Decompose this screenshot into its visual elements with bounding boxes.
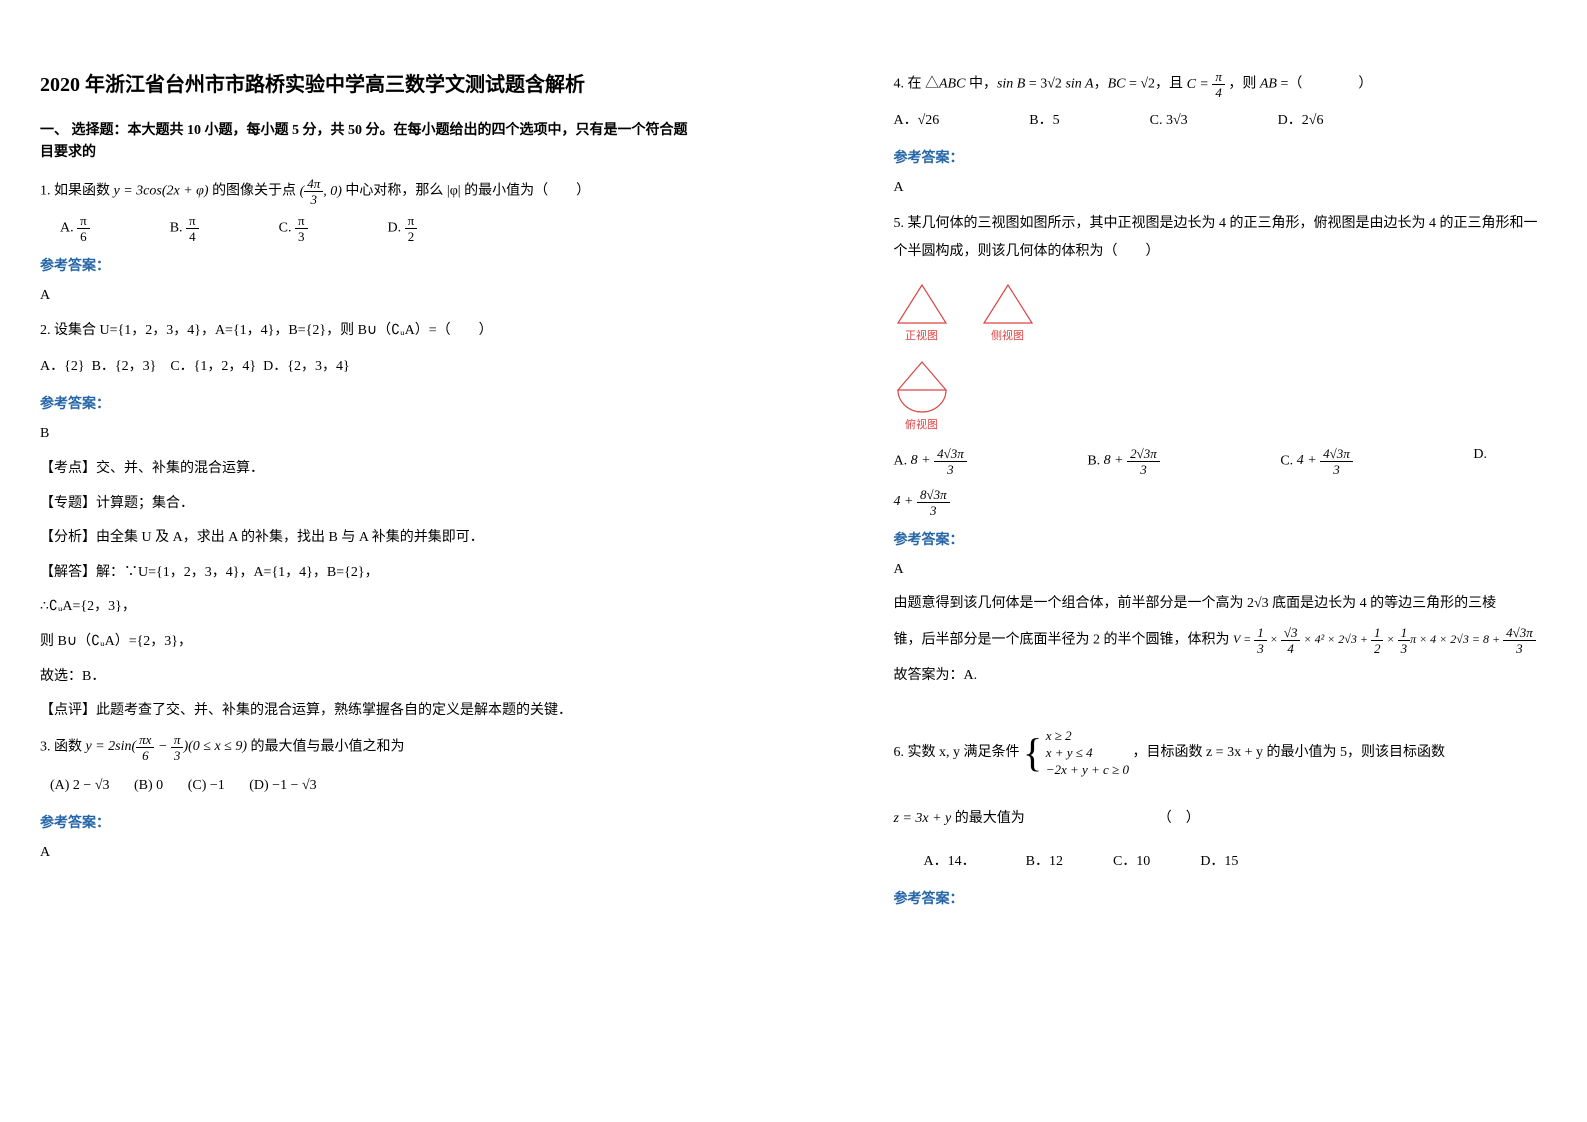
question-5: 5. 某几何体的三视图如图所示，其中正视图是边长为 4 的正三角形，俯视图是由边… <box>894 210 1548 266</box>
q1-suffix: 中心对称，那么 |φ| 的最小值为（ ） <box>345 184 590 199</box>
q4-c: C = π4 <box>1187 77 1225 92</box>
q5-option-b: B. 8 + 2√3π3 <box>1087 447 1159 476</box>
q3-answer: A <box>40 840 694 867</box>
q5-answer: A <box>894 557 1548 584</box>
q2-kaodian: 【考点】交、并、补集的混合运算． <box>40 456 694 483</box>
q6-suffix: z = 3x + y 的最大值为 （ ） <box>894 805 1548 833</box>
q4-prefix: 4. 在 △ABC 中，sin B = 3√2 sin A，BC = √2，且 <box>894 77 1187 92</box>
q2-jieda3: 则 B∪（∁ᵤA）={2，3}， <box>40 629 694 656</box>
q5-explain1: 由题意得到该几何体是一个组合体，前半部分是一个高为 2√3 底面是边长为 4 的… <box>894 591 1548 618</box>
answer-label-2: 参考答案： <box>40 393 694 413</box>
q6-options: A．14． B．12 C．10 D．15 <box>924 848 1548 876</box>
q5-option-d-value: 4 + 8√3π3 <box>894 488 1548 517</box>
q6-option-c: C．10 <box>1113 848 1150 876</box>
q3-option-b: (B) 0 <box>134 778 163 793</box>
front-view: 正视图 <box>894 281 950 343</box>
q5-option-d: D. <box>1473 447 1487 476</box>
q2-answer: B <box>40 421 694 448</box>
q4-answer: A <box>894 175 1548 202</box>
q2-option-a: A．{2} <box>40 359 85 374</box>
answer-label-6: 参考答案： <box>894 888 1548 908</box>
question-4: 4. 在 △ABC 中，sin B = 3√2 sin A，BC = √2，且 … <box>894 70 1548 99</box>
q4-option-a: A．√26 <box>894 107 940 135</box>
q1-point: (4π3, 0) <box>300 184 342 199</box>
q1-func: y = 3cos(2x + φ) <box>114 184 209 199</box>
answer-label-4: 参考答案： <box>894 147 1548 167</box>
triangle-icon <box>894 281 950 327</box>
three-views: 正视图 侧视图 <box>894 281 1548 343</box>
q2-zhuanti: 【专题】计算题；集合． <box>40 491 694 518</box>
q2-option-b: B．{2，3} <box>92 359 157 374</box>
triangle-icon <box>980 281 1036 327</box>
answer-label-3: 参考答案： <box>40 812 694 832</box>
q6-option-b: B．12 <box>1026 848 1063 876</box>
q1-option-b: B. π4 <box>170 214 199 243</box>
q1-option-d: D. π2 <box>388 214 418 243</box>
q3-suffix: 的最大值与最小值之和为 <box>251 739 405 754</box>
q2-option-c: C．{1，2，4} <box>170 359 256 374</box>
side-view: 侧视图 <box>980 281 1036 343</box>
q5-option-c: C. 4 + 4√3π3 <box>1280 447 1352 476</box>
q3-option-a: (A) 2 − √3 <box>50 778 110 793</box>
q2-options: A．{2} B．{2，3} C．{1，2，4} D．{2，3，4} <box>40 353 694 381</box>
q5-explain2: 锥，后半部分是一个底面半径为 2 的半个圆锥，体积为 V = 13 × √34 … <box>894 626 1548 655</box>
q4-option-d: D．2√6 <box>1278 107 1324 135</box>
q6-mid: ，目标函数 z = 3x + y 的最小值为 5，则该目标函数 <box>1132 746 1445 761</box>
question-6: 6. 实数 x, y 满足条件 { x ≥ 2 x + y ≤ 4 −2x + … <box>894 709 1548 797</box>
q5-option-a: A. 8 + 4√3π3 <box>894 447 967 476</box>
question-2: 2. 设集合 U={1，2，3，4}，A={1，4}，B={2}，则 B∪（∁ᵤ… <box>40 317 694 345</box>
q6-option-d: D．15 <box>1200 848 1238 876</box>
q5-explain3: 故答案为：A. <box>894 663 1548 690</box>
q3-options: (A) 2 − √3 (B) 0 (C) −1 (D) −1 − √3 <box>50 772 694 800</box>
q5-formula: V = 13 × √34 × 4² × 2√3 + 12 × 13π × 4 ×… <box>1233 632 1536 646</box>
q2-dianping: 【点评】此题考查了交、并、补集的混合运算，熟练掌握各自的定义是解本题的关键． <box>40 698 694 725</box>
answer-label-5: 参考答案： <box>894 529 1548 549</box>
triangle-semicircle-icon <box>894 358 950 416</box>
q2-jieda1: 【解答】解：∵U={1，2，3，4}，A={1，4}，B={2}， <box>40 560 694 587</box>
q4-option-b: B．5 <box>1029 107 1059 135</box>
q1-option-a: A. π6 <box>60 214 90 243</box>
section-header: 一、 选择题：本大题共 10 小题，每小题 5 分，共 50 分。在每小题给出的… <box>40 120 694 165</box>
exam-title: 2020 年浙江省台州市市路桥实验中学高三数学文测试题含解析 <box>40 70 694 100</box>
q4-suffix: ，则 AB =（ ） <box>1228 77 1372 92</box>
q3-prefix: 3. 函数 <box>40 739 86 754</box>
q1-mid: 的图像关于点 <box>212 184 300 199</box>
question-3: 3. 函数 y = 2sin(πx6 − π3)(0 ≤ x ≤ 9) 的最大值… <box>40 733 694 762</box>
front-view-label: 正视图 <box>894 327 950 343</box>
top-view: 俯视图 <box>894 358 950 432</box>
q1-option-c: C. π3 <box>279 214 308 243</box>
q5-options: A. 8 + 4√3π3 B. 8 + 2√3π3 C. 4 + 4√3π3 D… <box>894 447 1548 476</box>
q3-func: y = 2sin(πx6 − π3)(0 ≤ x ≤ 9) <box>86 739 248 754</box>
q3-option-c: (C) −1 <box>188 778 225 793</box>
question-1: 1. 如果函数 y = 3cos(2x + φ) 的图像关于点 (4π3, 0)… <box>40 177 694 206</box>
q6-prefix: 6. 实数 x, y 满足条件 <box>894 746 1024 761</box>
q1-answer: A <box>40 283 694 310</box>
q3-option-d: (D) −1 − √3 <box>249 778 316 793</box>
q6-option-a: A．14． <box>924 848 976 876</box>
q4-option-c: C. 3√3 <box>1150 107 1188 135</box>
q1-options: A. π6 B. π4 C. π3 D. π2 <box>60 214 694 243</box>
left-column: 2020 年浙江省台州市市路桥实验中学高三数学文测试题含解析 一、 选择题：本大… <box>0 0 794 1122</box>
side-view-label: 侧视图 <box>980 327 1036 343</box>
q2-jieda4: 故选：B． <box>40 664 694 691</box>
answer-label-1: 参考答案： <box>40 255 694 275</box>
q2-fenxi: 【分析】由全集 U 及 A，求出 A 的补集，找出 B 与 A 补集的并集即可． <box>40 525 694 552</box>
q2-option-d: D．{2，3，4} <box>263 359 350 374</box>
top-view-label: 俯视图 <box>894 416 950 432</box>
q2-jieda2: ∴∁ᵤA={2，3}， <box>40 594 694 621</box>
q6-conditions: { x ≥ 2 x + y ≤ 4 −2x + y + c ≥ 0 <box>1023 709 1129 797</box>
right-column: 4. 在 △ABC 中，sin B = 3√2 sin A，BC = √2，且 … <box>794 0 1587 1122</box>
q1-prefix: 1. 如果函数 <box>40 184 114 199</box>
q4-options: A．√26 B．5 C. 3√3 D．2√6 <box>894 107 1548 135</box>
